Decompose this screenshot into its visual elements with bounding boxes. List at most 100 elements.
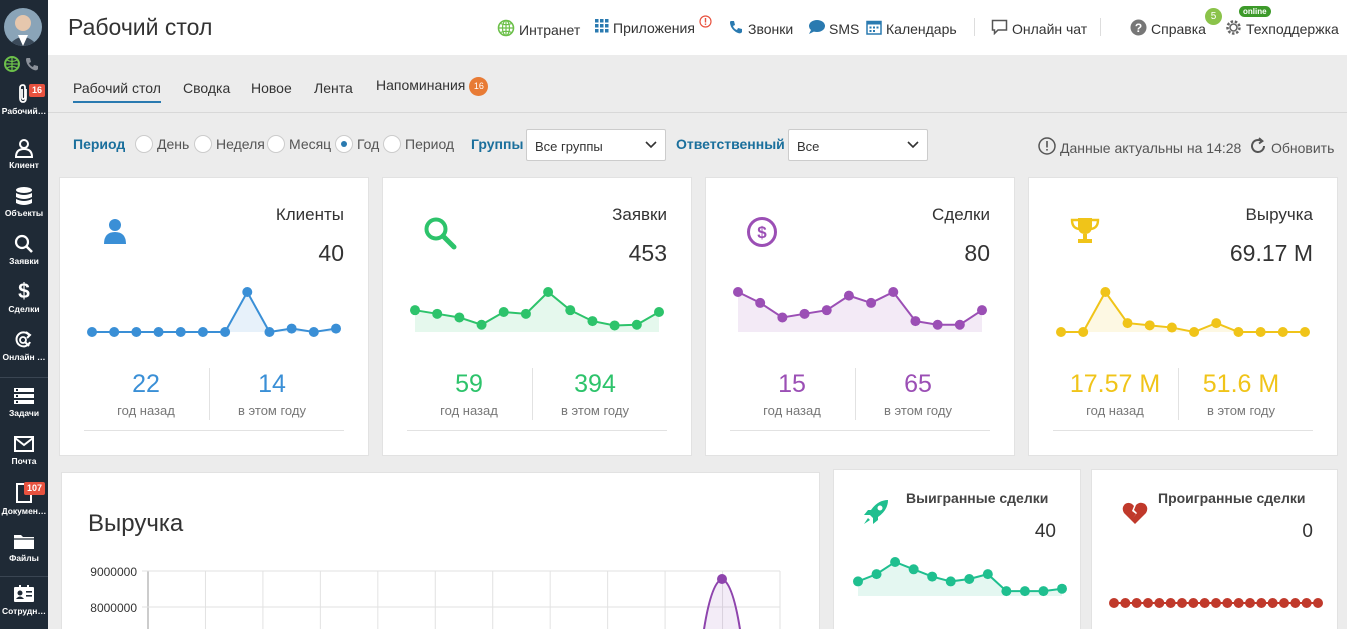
kpi-prev: 22 год назад [84,370,208,418]
sparkline-point [954,319,965,330]
divider [407,430,667,431]
phone-icon [728,19,744,38]
sidebar-item-files[interactable]: Файлы [0,531,48,579]
avatar[interactable] [4,8,42,46]
groups-select[interactable]: Все группы [526,129,666,161]
kpi-card-deals: $ Сделки 80 15 год назад 65 в этом году [705,177,1015,456]
calendar-link[interactable]: Календарь [866,19,957,38]
sparkline-point [888,287,899,297]
period-custom-radio[interactable]: Период [383,135,454,153]
sparkline-point [454,312,465,323]
period-month-radio[interactable]: Месяц [267,135,331,153]
sparkline-point [908,564,919,575]
trophy-icon [1069,216,1101,251]
period-month-label: Месяц [289,136,332,152]
divider [1178,368,1179,420]
sparkline-point [1256,598,1267,608]
kpi-card-revenue: Выручка 69.17 M 17.57 M год назад 51.6 M в… [1028,177,1338,456]
tab-feed[interactable]: Лента [314,80,353,96]
won-sparkline [853,557,1067,597]
help-icon: ? [1130,19,1147,39]
responsible-select[interactable]: Все [788,129,928,161]
sparkline-point [153,327,164,337]
responsible-label: Ответственный [676,136,785,152]
sparkline-point [1057,583,1067,594]
tasks-icon [0,386,48,406]
radio-circle [135,135,153,153]
sparkline-point [1300,327,1310,337]
sms-link[interactable]: SMS [808,19,859,38]
calls-link[interactable]: Звонки [728,19,793,38]
divider [84,430,344,431]
kpi-card-requests: Заявки 453 59 год назад 394 в этом году [382,177,692,456]
mail-icon [0,434,48,454]
sparkline-point [799,308,810,319]
help-link[interactable]: ? Справка [1130,19,1206,39]
sparkline-point [197,327,208,337]
alert-icon [699,14,712,31]
sparkline-point [220,327,231,337]
sidebar-item-documents[interactable]: 107 Докумен… [0,482,48,530]
kpi-current: 394 в этом году [533,370,657,418]
data-status: Данные актуальны на 14:28 [1038,137,1241,158]
sparkline-point [910,316,921,327]
kpi-current-label: в этом году [1207,403,1275,418]
refresh-search-icon [0,330,48,350]
sidebar-item-clients[interactable]: Клиент [0,138,48,186]
sidebar-item-label: Заявки [9,256,39,266]
sparkline-point [733,287,743,297]
sidebar-item-mail[interactable]: Почта [0,434,48,482]
phone-status-icon[interactable] [24,56,40,77]
tab-new[interactable]: Новое [251,80,292,96]
sparkline-line [92,289,337,334]
sidebar-item-label: Сотрудн… [2,606,46,616]
sidebar-badge: 107 [23,482,45,495]
tab-reminders[interactable]: Напоминания 16 [376,77,489,96]
kpi-value: 40 [318,240,344,266]
sidebar-item-dashboard[interactable]: 16 Рабочий… [0,84,48,132]
sidebar-item-employees[interactable]: Сотрудн… [0,584,48,629]
kpi-current-label: в этом году [561,403,629,418]
period-day-radio[interactable]: День [135,135,189,153]
sparkline-point [87,327,97,337]
sparkline-point [587,316,598,327]
kpi-current-value: 65 [904,370,932,398]
sparkline-point [1122,318,1133,329]
support-link[interactable]: Техподдержка [1225,19,1339,39]
sidebar-item-online[interactable]: Онлайн … [0,330,48,378]
tab-dashboard[interactable]: Рабочий стол [73,80,161,103]
top-bar: Рабочий стол Интранет Приложения Звонки … [48,0,1347,55]
divider [855,368,856,420]
kpi-sparkline [410,287,664,332]
globe-status-icon[interactable] [4,56,20,77]
sidebar-item-tasks[interactable]: Задачи [0,386,48,434]
kpi-value: 69.17 M [1229,240,1313,266]
kpi-prev-label: год назад [440,403,498,418]
sidebar-badge: 16 [28,84,45,97]
period-week-radio[interactable]: Неделя [194,135,265,153]
sparkline-point [331,323,341,334]
sidebar-item-deals[interactable]: $ Сделки [0,281,48,330]
kpi-sparkline [733,287,987,332]
period-year-label: Год [357,136,380,152]
sidebar-item-requests[interactable]: Заявки [0,234,48,282]
divider [1053,430,1313,431]
sidebar-item-label: Докумен… [1,506,47,516]
refresh-button[interactable]: Обновить [1249,137,1334,158]
kpi-current: 14 в этом году [210,370,334,418]
tab-summary[interactable]: Сводка [183,80,231,96]
sidebar-item-objects[interactable]: Объекты [0,186,48,234]
online-chat-link[interactable]: Онлайн чат [991,19,1087,38]
responsible-select-value: Все [797,139,820,154]
kpi-prev-value: 59 [455,370,483,398]
sparkline-point [964,574,975,584]
calls-label: Звонки [748,20,794,37]
broken-heart-icon [1122,501,1148,530]
sparkline-point [927,571,938,582]
period-year-radio[interactable]: Год [335,135,379,153]
intranet-link[interactable]: Интранет [497,19,580,40]
period-custom-label: Период [405,136,455,152]
sparkline-point [1154,598,1165,608]
sparkline-point [866,297,877,308]
apps-link[interactable]: Приложения [595,14,712,36]
